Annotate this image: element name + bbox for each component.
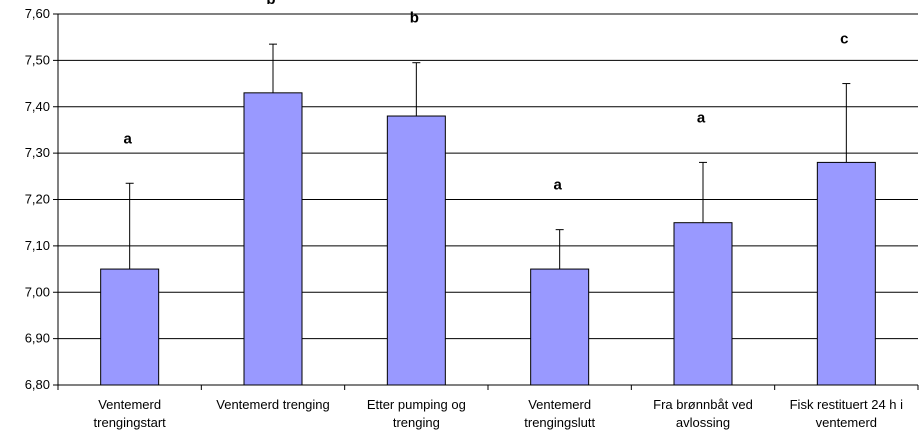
- axes: [53, 13, 919, 390]
- x-tick-label: Fisk restituert 24 h i: [790, 397, 904, 412]
- y-tick-label: 7,40: [25, 99, 50, 114]
- x-tick-label: Ventemerd: [528, 397, 591, 412]
- significance-label: c: [840, 31, 848, 48]
- x-tick-label: Fra brønnbåt ved: [653, 397, 753, 412]
- y-tick-label: 7,10: [25, 238, 50, 253]
- y-tick-label: 7,60: [25, 6, 50, 21]
- y-tick-label: 7,50: [25, 52, 50, 67]
- x-tick-label: trenging: [393, 415, 440, 430]
- x-tick-label: trengingslutt: [524, 415, 595, 430]
- significance-label: b: [410, 10, 419, 27]
- bar: [673, 222, 733, 386]
- bar: [100, 268, 160, 386]
- y-tick-label: 7,20: [25, 192, 50, 207]
- labels: 6,80 6,90 7,00 7,10 7,20 7,30 7,40 7,50 7,60 a Ven…: [25, 0, 903, 430]
- bar: [243, 92, 303, 386]
- x-tick-label: avlossing: [676, 415, 730, 430]
- bars: [100, 92, 876, 386]
- x-tick-label: ventemerd: [816, 415, 877, 430]
- significance-label: b: [266, 0, 275, 8]
- y-tick-label: 6,90: [25, 331, 50, 346]
- x-tick-label: Ventemerd: [98, 397, 161, 412]
- y-tick-label: 7,00: [25, 284, 50, 299]
- significance-label: a: [123, 130, 132, 147]
- y-tick-label: 7,30: [25, 145, 50, 160]
- gridlines: [58, 13, 918, 386]
- x-tick-label: Ventemerd trenging: [216, 397, 329, 412]
- x-tick-label: trengingstart: [94, 415, 167, 430]
- x-tick-label: Etter pumping og: [367, 397, 466, 412]
- bar: [530, 268, 590, 386]
- error-bars: [125, 43, 851, 270]
- bar: [816, 161, 876, 386]
- bar: [386, 115, 446, 386]
- significance-label: a: [553, 177, 562, 194]
- y-tick-label: 6,80: [25, 377, 50, 392]
- significance-label: a: [697, 109, 706, 126]
